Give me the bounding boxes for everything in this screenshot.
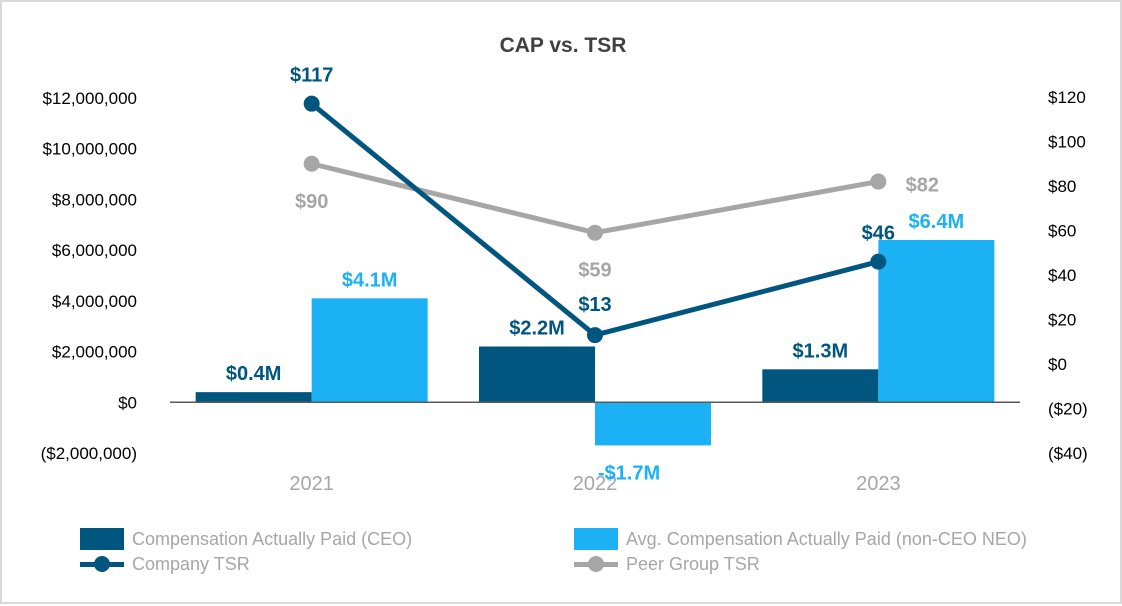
x-axis-categories: 2021 2022 2023 bbox=[289, 473, 900, 495]
peer-tsr-label: $82 bbox=[906, 175, 939, 197]
y-left-tick-label: $12,000,000 bbox=[42, 89, 137, 108]
peer-tsr-point-2021 bbox=[303, 155, 320, 172]
data-labels: $0.4M $2.2M $1.3M $4.1M -$1.7M $6.4M $117 $13 $4… bbox=[226, 65, 964, 485]
line-series bbox=[303, 95, 887, 344]
y-right-tick-label: $80 bbox=[1048, 177, 1076, 196]
company-tsr-label: $13 bbox=[578, 294, 611, 316]
peer-tsr-label: $59 bbox=[578, 260, 611, 282]
y-right-tick-label: $60 bbox=[1048, 222, 1076, 241]
y-left-tick-label: $4,000,000 bbox=[52, 292, 137, 311]
x-category-label: 2023 bbox=[856, 473, 901, 495]
bar-ceo-2021 bbox=[195, 392, 312, 403]
y-right-tick-label: $100 bbox=[1048, 133, 1086, 152]
y-right-tick-label: ($40) bbox=[1048, 444, 1088, 463]
bar-series bbox=[195, 240, 995, 446]
bar-data-label: $6.4M bbox=[909, 211, 965, 233]
y-right-tick-label: ($20) bbox=[1048, 400, 1088, 419]
bar-neo-2021 bbox=[311, 298, 428, 403]
company-tsr-label: $117 bbox=[290, 65, 333, 87]
y-left-tick-label: ($2,000,000) bbox=[41, 444, 137, 463]
y-axis-left: ($2,000,000) $0 $2,000,000 $4,000,000 $6,000… bbox=[41, 89, 137, 463]
company-tsr-point-2022 bbox=[587, 327, 603, 344]
bar-ceo-2022 bbox=[479, 346, 595, 403]
bar-ceo-2023 bbox=[762, 369, 879, 403]
bar-neo-2023 bbox=[878, 240, 995, 403]
peer-tsr-point-2022 bbox=[587, 224, 603, 241]
peer-tsr-label: $90 bbox=[295, 191, 328, 213]
y-left-tick-label: $2,000,000 bbox=[52, 343, 137, 362]
company-tsr-point-2021 bbox=[303, 95, 320, 112]
y-left-tick-label: $0 bbox=[118, 393, 137, 412]
y-right-tick-label: $40 bbox=[1048, 266, 1076, 285]
bar-data-label: $1.3M bbox=[793, 340, 849, 362]
y-left-tick-label: $10,000,000 bbox=[42, 140, 137, 159]
company-tsr-point-2023 bbox=[870, 253, 887, 270]
y-right-tick-label: $120 bbox=[1048, 88, 1086, 107]
bar-data-label: $0.4M bbox=[226, 363, 282, 385]
bar-data-label: $4.1M bbox=[342, 269, 398, 291]
y-left-tick-label: $8,000,000 bbox=[52, 190, 137, 209]
bar-data-label: $2.2M bbox=[509, 318, 565, 340]
y-right-tick-label: $0 bbox=[1048, 355, 1067, 374]
y-right-tick-label: $20 bbox=[1048, 311, 1076, 330]
peer-tsr-point-2023 bbox=[870, 173, 887, 190]
chart-title: CAP vs. TSR bbox=[500, 34, 627, 57]
y-axis-right: ($40) ($20) $0 $20 $40 $60 $80 $100 $120 bbox=[1048, 88, 1088, 463]
bar-data-label: -$1.7M bbox=[598, 462, 660, 484]
x-category-label: 2021 bbox=[289, 473, 334, 495]
y-left-tick-label: $6,000,000 bbox=[52, 241, 137, 260]
bar-neo-2022 bbox=[595, 402, 711, 446]
company-tsr-label: $46 bbox=[862, 223, 895, 245]
x-category-label: 2022 bbox=[573, 473, 618, 495]
